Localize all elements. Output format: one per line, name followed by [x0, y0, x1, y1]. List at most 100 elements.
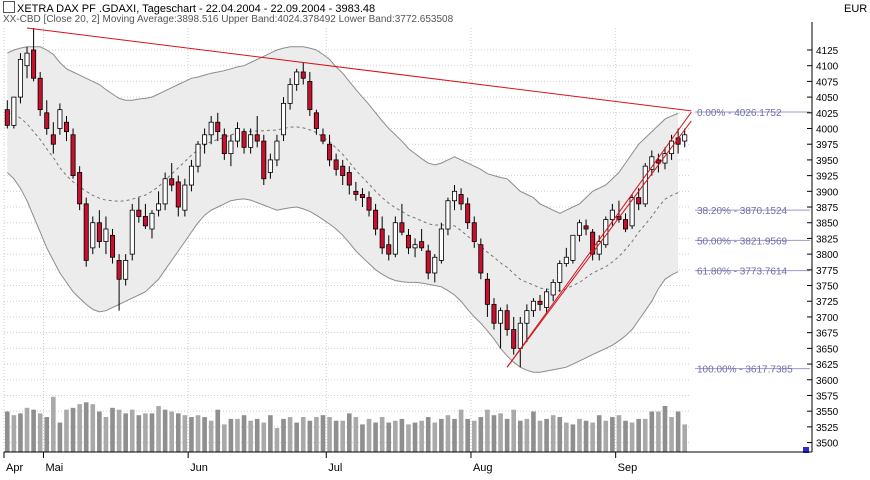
volume-bar [4, 411, 10, 452]
volume-bar [406, 424, 411, 452]
x-tick-label: Jun [190, 462, 208, 474]
y-tick-label: 3900 [816, 187, 839, 198]
volume-bar [419, 420, 424, 452]
candle-body [17, 59, 23, 98]
volume-bar [669, 417, 674, 452]
volume-bar [136, 415, 142, 452]
volume-bar [44, 417, 50, 452]
volume-bar [616, 415, 622, 452]
y-tick-label: 3550 [816, 407, 839, 418]
candle-body [629, 197, 635, 227]
fib-level-label: 100.00% - 3617.7385 [697, 365, 793, 376]
volume-bar [623, 420, 628, 452]
y-tick-label: 3775 [816, 266, 839, 277]
volume-bar [596, 415, 602, 452]
volume-bar [682, 424, 688, 452]
candle-body [576, 222, 582, 236]
volume-bar [327, 417, 332, 452]
candle-body [570, 234, 576, 261]
volume-bar [524, 418, 530, 452]
volume-bar [116, 409, 122, 452]
volume-bar [439, 418, 444, 452]
y-tick-label: 3975 [816, 140, 839, 151]
candle-body [550, 281, 556, 296]
candle-body [77, 172, 83, 205]
candle-body [248, 134, 254, 148]
upper-band-line [7, 46, 679, 214]
candle-body [557, 263, 563, 283]
volume-bar [287, 417, 293, 452]
x-tick-label: Mai [45, 462, 63, 474]
axis-marker-icon [803, 447, 809, 453]
fib-level-label: 38.20% - 3870.1524 [697, 206, 788, 217]
candle-body [241, 131, 247, 148]
trendline [506, 111, 692, 368]
candle-body [517, 322, 523, 349]
volume-bar [57, 422, 63, 452]
fib-level-label: 0.00% - 4026.1752 [697, 108, 782, 119]
volume-bar [300, 417, 306, 452]
candle-body [83, 203, 89, 261]
candle-body [281, 102, 287, 136]
volume-bar [649, 411, 655, 452]
candle-body [359, 194, 365, 198]
candle-body [254, 134, 260, 142]
volume-bar [274, 428, 280, 452]
candle-body [110, 234, 116, 258]
y-tick-label: 4000 [816, 125, 839, 136]
volume-bar [399, 418, 405, 452]
candle-body [50, 134, 56, 145]
candle-body [267, 159, 273, 173]
volume-bar [162, 409, 168, 452]
volume-bar [425, 417, 431, 452]
candle-body [438, 228, 444, 261]
candle-body [123, 260, 129, 280]
y-tick-label: 3950 [816, 156, 839, 167]
volume-bar [156, 406, 161, 452]
volume-bar [51, 396, 56, 452]
x-tick-label: Aug [473, 462, 493, 474]
candle-body [11, 96, 17, 126]
volume-bar [208, 420, 214, 452]
volume-bar [215, 409, 221, 452]
y-tick-label: 3525 [816, 423, 839, 434]
volume-bar [570, 424, 576, 452]
volume-bar [169, 411, 175, 452]
candle-body [623, 219, 629, 230]
volume-bar [537, 420, 543, 452]
volume-bar [149, 413, 155, 452]
candle-body [498, 310, 504, 324]
volume-bar [175, 413, 181, 452]
candle-body [399, 222, 405, 233]
bollinger-band-fill [7, 46, 679, 373]
trendline [506, 120, 692, 368]
volume-bar [511, 409, 517, 452]
volume-bar [77, 404, 82, 452]
candle-body [188, 165, 194, 186]
volume-bar [393, 420, 398, 452]
volume-bar [70, 407, 76, 452]
volume-bar [386, 422, 392, 452]
candle-body [419, 241, 425, 249]
x-tick-label: Apr [6, 462, 23, 474]
candle-body [405, 234, 411, 249]
candle-body [327, 143, 333, 161]
candle-body [4, 109, 10, 126]
candle-body [24, 52, 30, 67]
candle-body [37, 77, 43, 111]
candle-body [412, 244, 418, 249]
candle-body [162, 178, 168, 205]
candle-body [44, 112, 50, 129]
candle-body [386, 244, 392, 255]
y-tick-label: 3600 [816, 376, 839, 387]
candle-body [537, 300, 543, 305]
volume-bar [590, 422, 595, 452]
volume-bar [642, 418, 648, 452]
candle-body [136, 209, 142, 217]
candle-body [504, 310, 510, 330]
y-tick-label: 3800 [816, 250, 839, 261]
volume-bar [656, 411, 661, 452]
volume-bar [103, 417, 109, 452]
candle-body [425, 250, 431, 274]
